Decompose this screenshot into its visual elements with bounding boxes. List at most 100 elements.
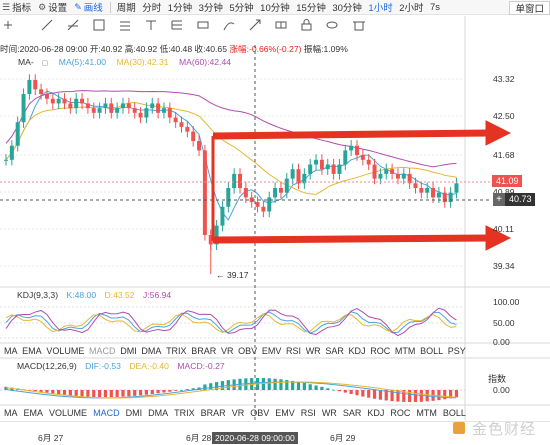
macd-label[interactable]: MACD(12,26,9) bbox=[17, 361, 77, 371]
candle-body bbox=[132, 108, 137, 113]
red-arrow-annotation bbox=[211, 120, 512, 251]
period-tab-1h[interactable]: 1小时 bbox=[368, 3, 393, 14]
indicator-tab-kdj[interactable]: KDJ bbox=[367, 408, 385, 418]
indicator-tab-dma[interactable]: DMA bbox=[141, 346, 162, 356]
macd-dea: DEA:-0.40 bbox=[129, 361, 169, 371]
info-open: 开:40.92 bbox=[89, 44, 123, 54]
crosshair-icon[interactable] bbox=[4, 21, 12, 29]
svg-text:0.00: 0.00 bbox=[493, 385, 510, 395]
indicator-tab-vr[interactable]: VR bbox=[231, 408, 245, 418]
channel-tool-icon[interactable] bbox=[120, 21, 130, 31]
macd-bar bbox=[33, 390, 37, 392]
indicator-tab-emv[interactable]: EMV bbox=[275, 408, 295, 418]
period-tab-10m[interactable]: 10分钟 bbox=[260, 3, 290, 14]
macd-bar bbox=[378, 390, 382, 400]
indicator-tab-sar[interactable]: SAR bbox=[342, 408, 362, 418]
lock-tool-icon[interactable] bbox=[301, 19, 312, 31]
period-label: 周期 bbox=[116, 3, 136, 14]
indicator-tab-wr[interactable]: WR bbox=[305, 346, 321, 356]
indicator-tab-sar[interactable]: SAR bbox=[325, 346, 344, 356]
text-tool-icon[interactable] bbox=[146, 20, 156, 30]
draw-button[interactable]: ✎ 画线 bbox=[74, 1, 103, 15]
scroll-end-icon[interactable] bbox=[453, 422, 465, 434]
indicator-tab-dmi[interactable]: DMI bbox=[120, 346, 137, 356]
candle-body bbox=[91, 108, 96, 113]
indicator-tab-brar[interactable]: BRAR bbox=[191, 346, 217, 356]
eraser-tool-icon[interactable] bbox=[275, 21, 287, 29]
indicator-tab-volume[interactable]: VOLUME bbox=[49, 408, 88, 418]
candle-body bbox=[191, 131, 196, 142]
period-tab-15m[interactable]: 15分钟 bbox=[296, 3, 326, 14]
indicator-tab-macd[interactable]: MACD bbox=[89, 346, 116, 356]
eye-tool-icon[interactable] bbox=[326, 21, 338, 29]
kdj-line-0 bbox=[5, 311, 457, 334]
rect-tool-icon[interactable] bbox=[93, 19, 105, 31]
indicator-tab-ma[interactable]: MA bbox=[4, 346, 18, 356]
indicator-tab-ma[interactable]: MA bbox=[4, 408, 18, 418]
period-tab-2h[interactable]: 2小时 bbox=[399, 3, 424, 14]
ray-tool-icon[interactable] bbox=[67, 19, 79, 31]
settings-button[interactable]: ⚙ 设置 bbox=[38, 1, 68, 15]
macd-bar bbox=[156, 390, 160, 394]
candle-body bbox=[296, 169, 301, 184]
indicator-tab-boll[interactable]: BOLL bbox=[442, 408, 466, 418]
indicator-tab-ema[interactable]: EMA bbox=[23, 408, 44, 418]
kdj-legend: KDJ(9,3,3) K:48.00 D:43.52 J:56.94 bbox=[17, 290, 171, 300]
trash-tool-icon[interactable] bbox=[353, 21, 365, 31]
arrow-tool-icon[interactable] bbox=[249, 19, 261, 31]
chart-canvas[interactable]: 43.32 42.50 41.68 40.89 40.11 39.34 100.… bbox=[0, 0, 550, 420]
ohlc-info-bar: 时间:2020-06-28 09:00 开:40.92 高:40.92 低:40… bbox=[0, 43, 348, 55]
period-tab-1m[interactable]: 1分钟 bbox=[167, 3, 193, 14]
indicator-tab-ema[interactable]: EMA bbox=[22, 346, 42, 356]
indicator-tab-emv[interactable]: EMV bbox=[261, 346, 282, 356]
indicator-tabs-sub: MA EMA VOLUME MACD DMI DMA TRIX BRAR VR OBV EMV RSI… bbox=[0, 408, 470, 418]
brush-tool-icon[interactable] bbox=[223, 22, 235, 31]
indicator-tab-mtm[interactable]: MTM bbox=[416, 408, 437, 418]
candle-body bbox=[425, 188, 430, 193]
indicator-tab-rsi[interactable]: RSI bbox=[286, 346, 302, 356]
indicator-tab-brar[interactable]: BRAR bbox=[200, 408, 226, 418]
indicator-tab-obv[interactable]: OBV bbox=[238, 346, 258, 356]
ma-settings-icon[interactable]: ▢ bbox=[41, 60, 49, 67]
macd-bar bbox=[57, 390, 61, 395]
index-link[interactable]: 指数 bbox=[488, 374, 507, 384]
macd-bar bbox=[168, 390, 172, 392]
indicator-tab-dmi[interactable]: DMI bbox=[125, 408, 143, 418]
period-tab-3m[interactable]: 3分钟 bbox=[198, 3, 223, 14]
line-tool-icon[interactable] bbox=[41, 19, 53, 31]
candle-body bbox=[314, 159, 319, 165]
indicator-tab-trix[interactable]: TRIX bbox=[174, 408, 195, 418]
indicator-tab-mtm[interactable]: MTM bbox=[394, 346, 416, 356]
indicator-tab-dma[interactable]: DMA bbox=[148, 408, 169, 418]
indicator-tab-rsi[interactable]: RSI bbox=[300, 408, 316, 418]
indicator-tab-roc[interactable]: ROC bbox=[390, 408, 411, 418]
candle-body bbox=[4, 159, 8, 161]
macd-bar bbox=[355, 390, 359, 396]
indicator-tab-boll[interactable]: BOLL bbox=[420, 346, 444, 356]
period-tab-timeshare[interactable]: 分时 bbox=[142, 3, 162, 14]
indicator-tab-volume[interactable]: VOLUME bbox=[46, 346, 85, 356]
indicator-tab-vr[interactable]: VR bbox=[220, 346, 234, 356]
ma-type-selector[interactable]: MA- bbox=[18, 57, 34, 67]
period-tab-more[interactable]: 7s bbox=[430, 1, 441, 13]
fib-tool-icon[interactable] bbox=[171, 20, 182, 30]
indicator-tab-trix[interactable]: TRIX bbox=[166, 346, 187, 356]
indicator-tab-wr[interactable]: WR bbox=[321, 408, 337, 418]
measure-tool-icon[interactable] bbox=[197, 21, 209, 29]
period-tab-30m[interactable]: 30分钟 bbox=[332, 3, 362, 14]
kdj-label[interactable]: KDJ(9,3,3) bbox=[17, 290, 59, 300]
macd-bar bbox=[402, 390, 406, 402]
indicator-tab-kdj[interactable]: KDJ bbox=[348, 346, 366, 356]
indicator-tab-roc[interactable]: ROC bbox=[370, 346, 391, 356]
indicator-tab-macd[interactable]: MACD bbox=[93, 408, 120, 418]
svg-text:100.00: 100.00 bbox=[493, 297, 520, 307]
draw-tools-row[interactable] bbox=[4, 19, 365, 31]
svg-text:39.34: 39.34 bbox=[493, 261, 515, 271]
indicator-tab-psy[interactable]: PSY bbox=[447, 346, 466, 356]
macd-bar bbox=[179, 390, 184, 391]
period-tab-5m[interactable]: 5分钟 bbox=[229, 3, 254, 14]
candle-body bbox=[407, 173, 412, 184]
indicator-tab-obv[interactable]: OBV bbox=[250, 408, 270, 418]
indicators-button[interactable]: ☰ 指标 bbox=[2, 1, 32, 15]
add-alert-button[interactable]: + bbox=[493, 193, 505, 206]
